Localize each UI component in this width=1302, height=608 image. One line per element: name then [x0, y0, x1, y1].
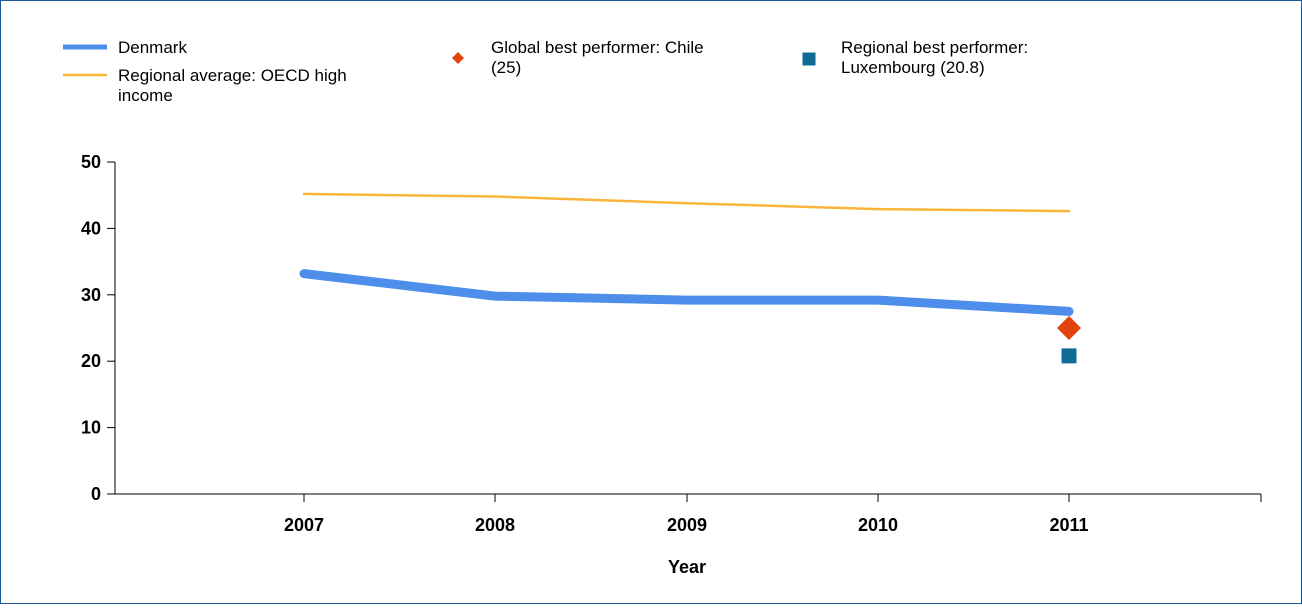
y-tick-label: 40	[81, 218, 101, 238]
legend-entry: Global best performer: Chile(25)	[452, 38, 704, 77]
y-tick-label: 30	[81, 285, 101, 305]
x-tick-label: 2007	[284, 515, 324, 535]
legend-label: Global best performer: Chile(25)	[491, 38, 704, 77]
x-tick-label: 2010	[858, 515, 898, 535]
series-layer	[304, 194, 1069, 312]
y-tick-label: 0	[91, 484, 101, 504]
x-tick-label: 2011	[1049, 515, 1088, 535]
y-tick-label: 10	[81, 418, 101, 438]
legend-label-line: Luxembourg (20.8)	[841, 58, 985, 77]
regional-best-marker	[1062, 348, 1077, 363]
legend-label-line: income	[118, 86, 173, 105]
global-best-marker	[1057, 316, 1081, 340]
x-tick-label: 2008	[475, 515, 515, 535]
legend-swatch-square	[803, 53, 816, 66]
legend-entry: Regional best performer:Luxembourg (20.8…	[803, 38, 1029, 77]
x-tick-label: 2009	[667, 515, 707, 535]
legend-entry: Denmark	[63, 38, 187, 57]
x-axis-title: Year	[668, 557, 706, 577]
series-line-regional-average	[304, 194, 1069, 211]
markers-layer	[1057, 316, 1081, 363]
legend-label-line: Denmark	[118, 38, 187, 57]
legend-label-line: (25)	[491, 58, 521, 77]
series-line-denmark	[304, 274, 1069, 312]
legend-label-line: Regional best performer:	[841, 38, 1028, 57]
legend-swatch-diamond	[452, 52, 464, 64]
y-tick-label: 20	[81, 351, 101, 371]
legend-label: Denmark	[118, 38, 187, 57]
legend-label-line: Regional average: OECD high	[118, 66, 347, 85]
legend-label: Regional best performer:Luxembourg (20.8…	[841, 38, 1028, 77]
legend-label-line: Global best performer: Chile	[491, 38, 704, 57]
y-tick-label: 50	[81, 152, 101, 172]
axes: 0 10 20 30 40 50 2007 2008 2009 2010 2011 Year	[81, 152, 1261, 577]
